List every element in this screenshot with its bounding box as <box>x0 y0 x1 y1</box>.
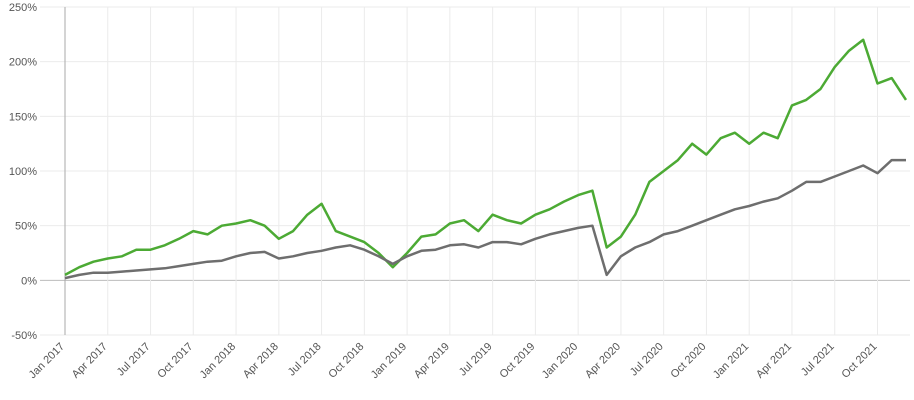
x-tick-label: Jan 2018 <box>198 341 238 381</box>
x-tick-label: Oct 2020 <box>669 341 709 381</box>
y-tick-label: -50% <box>11 330 37 342</box>
x-tick-label: Apr 2019 <box>412 341 452 381</box>
x-tick-label: Oct 2019 <box>497 341 537 381</box>
y-tick-label: 50% <box>15 221 37 233</box>
x-tick-label: Apr 2018 <box>241 341 281 381</box>
x-tick-label: Jul 2020 <box>628 341 666 379</box>
x-tick-label: Oct 2017 <box>155 341 195 381</box>
line-series <box>64 38 908 277</box>
x-tick-label: Oct 2018 <box>326 341 366 381</box>
x-tick-label: Apr 2021 <box>754 341 794 381</box>
y-tick-label: 200% <box>9 57 37 69</box>
x-tick-label: Jan 2020 <box>540 341 580 381</box>
x-tick-label: Jul 2017 <box>115 341 153 379</box>
y-tick-label: 100% <box>9 166 37 178</box>
x-tick-label: Apr 2020 <box>583 341 623 381</box>
x-tick-label: Jan 2019 <box>369 341 409 381</box>
x-tick-label: Jan 2017 <box>27 341 67 381</box>
x-tick-label: Jul 2018 <box>286 341 324 379</box>
y-tick-label: 250% <box>9 2 37 14</box>
x-tick-label: Jan 2021 <box>711 341 751 381</box>
x-tick-label: Apr 2017 <box>70 341 110 381</box>
x-tick-label: Jul 2021 <box>799 341 837 379</box>
x-tick-label: Jul 2019 <box>457 341 495 379</box>
line-series <box>64 158 906 280</box>
y-tick-label: 0% <box>21 275 37 287</box>
y-tick-label: 150% <box>9 111 37 123</box>
x-tick-label: Oct 2021 <box>840 341 880 381</box>
